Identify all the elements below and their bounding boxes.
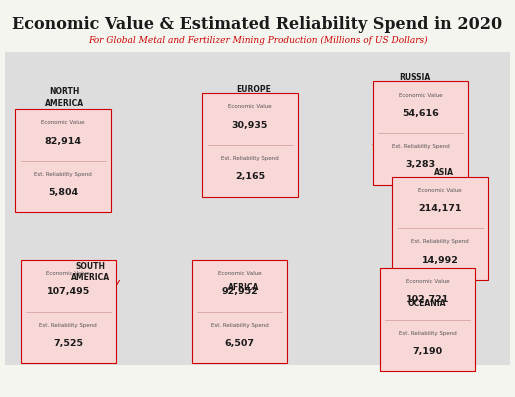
Text: 3,283: 3,283 [405,160,436,170]
Text: 2,165: 2,165 [235,172,265,181]
Text: Economic Value: Economic Value [41,120,85,125]
Text: 30,935: 30,935 [232,121,268,130]
FancyBboxPatch shape [5,52,510,365]
Text: Economic Value: Economic Value [406,279,450,284]
Text: Est. Reliability Spend: Est. Reliability Spend [34,172,92,177]
Text: 92,952: 92,952 [221,287,258,297]
Text: Est. Reliability Spend: Est. Reliability Spend [399,331,457,336]
Text: Economic Value: Economic Value [228,104,272,110]
FancyBboxPatch shape [21,260,116,363]
Text: Est. Reliability Spend: Est. Reliability Spend [39,323,97,328]
Text: 7,190: 7,190 [413,347,443,356]
Text: Economic Value: Economic Value [218,271,262,276]
Text: 107,495: 107,495 [47,287,90,297]
FancyBboxPatch shape [373,81,468,185]
Text: 82,914: 82,914 [45,137,81,146]
Text: Economic Value: Economic Value [46,271,90,276]
FancyBboxPatch shape [392,177,488,280]
Text: RUSSIA: RUSSIA [399,73,430,82]
Text: 14,992: 14,992 [422,256,458,265]
Text: 6,507: 6,507 [225,339,255,348]
Text: Est. Reliability Spend: Est. Reliability Spend [211,323,269,328]
Text: 102,721: 102,721 [406,295,450,304]
Text: AFRICA: AFRICA [229,283,260,292]
FancyBboxPatch shape [202,93,298,197]
Text: 5,804: 5,804 [48,188,78,197]
Text: Economic Value: Economic Value [418,188,462,193]
FancyBboxPatch shape [380,268,475,371]
Text: ASIA: ASIA [434,168,454,177]
Text: Est. Reliability Spend: Est. Reliability Spend [391,144,450,149]
Text: Economic Value & Estimated Reliability Spend in 2020: Economic Value & Estimated Reliability S… [12,16,503,33]
Text: 7,525: 7,525 [53,339,83,348]
FancyBboxPatch shape [192,260,287,363]
Text: EUROPE: EUROPE [236,85,271,94]
Text: 214,171: 214,171 [418,204,462,213]
Text: Est. Reliability Spend: Est. Reliability Spend [411,239,469,245]
Text: SOUTH
AMERICA: SOUTH AMERICA [71,262,110,282]
FancyBboxPatch shape [15,109,111,212]
Text: NORTH
AMERICA: NORTH AMERICA [45,87,84,108]
Text: Economic Value: Economic Value [399,93,442,98]
Text: Est. Reliability Spend: Est. Reliability Spend [221,156,279,161]
Text: 54,616: 54,616 [402,109,439,118]
Text: OCEANIA: OCEANIA [407,299,445,308]
Text: For Global Metal and Fertilizer Mining Production (Millions of US Dollars): For Global Metal and Fertilizer Mining P… [88,36,427,45]
